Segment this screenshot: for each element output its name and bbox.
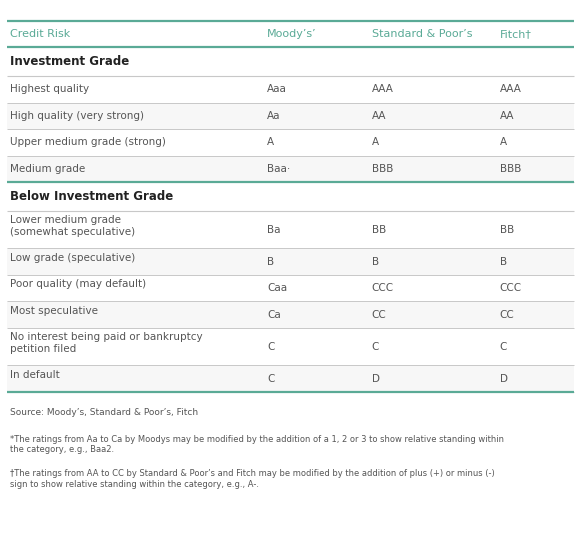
Text: C: C <box>500 342 507 352</box>
Text: D: D <box>500 374 508 384</box>
Text: AA: AA <box>500 111 514 121</box>
Text: Low grade (speculative): Low grade (speculative) <box>10 253 135 263</box>
Text: High quality (very strong): High quality (very strong) <box>10 111 144 121</box>
Text: B: B <box>372 257 379 267</box>
Bar <box>7 301 574 328</box>
Text: Medium grade: Medium grade <box>10 164 85 174</box>
Text: AAA: AAA <box>372 84 394 94</box>
Text: Investment Grade: Investment Grade <box>10 55 129 68</box>
Text: No interest being paid or bankruptcy
petition filed: No interest being paid or bankruptcy pet… <box>10 332 203 354</box>
Text: Standard & Poor’s: Standard & Poor’s <box>372 29 472 39</box>
Bar <box>7 156 574 182</box>
Text: Baa·: Baa· <box>267 164 290 174</box>
Bar <box>7 248 574 275</box>
Text: Caa: Caa <box>267 283 288 293</box>
Text: Below Investment Grade: Below Investment Grade <box>10 190 173 203</box>
Text: B: B <box>500 257 507 267</box>
Text: Upper medium grade (strong): Upper medium grade (strong) <box>10 137 166 147</box>
Text: CCC: CCC <box>500 283 522 293</box>
Text: CC: CC <box>500 310 514 320</box>
Text: Most speculative: Most speculative <box>10 306 98 316</box>
Text: B: B <box>267 257 274 267</box>
Bar <box>7 365 574 392</box>
Text: BBB: BBB <box>500 164 521 174</box>
Text: Source: Moody’s, Standard & Poor’s, Fitch: Source: Moody’s, Standard & Poor’s, Fitc… <box>10 408 198 417</box>
Text: BB: BB <box>372 225 386 235</box>
Text: Aaa: Aaa <box>267 84 287 94</box>
Text: D: D <box>372 374 380 384</box>
Text: A: A <box>267 137 274 147</box>
Text: C: C <box>267 374 275 384</box>
Text: BBB: BBB <box>372 164 393 174</box>
Text: Highest quality: Highest quality <box>10 84 89 94</box>
Text: CC: CC <box>372 310 386 320</box>
Text: AAA: AAA <box>500 84 522 94</box>
Text: Credit Risk: Credit Risk <box>10 29 70 39</box>
Text: Moody’s’: Moody’s’ <box>267 29 317 39</box>
Bar <box>7 103 574 129</box>
Text: *The ratings from Aa to Ca by Moodys may be modified by the addition of a 1, 2 o: *The ratings from Aa to Ca by Moodys may… <box>10 435 504 454</box>
Text: Poor quality (may default): Poor quality (may default) <box>10 279 146 289</box>
Text: In default: In default <box>10 370 60 380</box>
Text: C: C <box>372 342 379 352</box>
Text: Fitch†: Fitch† <box>500 29 532 39</box>
Text: C: C <box>267 342 275 352</box>
Text: Aa: Aa <box>267 111 281 121</box>
Text: Ca: Ca <box>267 310 281 320</box>
Text: BB: BB <box>500 225 514 235</box>
Text: A: A <box>372 137 379 147</box>
Text: Ba: Ba <box>267 225 281 235</box>
Text: †The ratings from AA to CC by Standard & Poor’s and Fitch may be modified by the: †The ratings from AA to CC by Standard &… <box>10 469 494 489</box>
Text: Lower medium grade
(somewhat speculative): Lower medium grade (somewhat speculative… <box>10 215 135 237</box>
Text: AA: AA <box>372 111 386 121</box>
Text: CCC: CCC <box>372 283 394 293</box>
Text: A: A <box>500 137 507 147</box>
